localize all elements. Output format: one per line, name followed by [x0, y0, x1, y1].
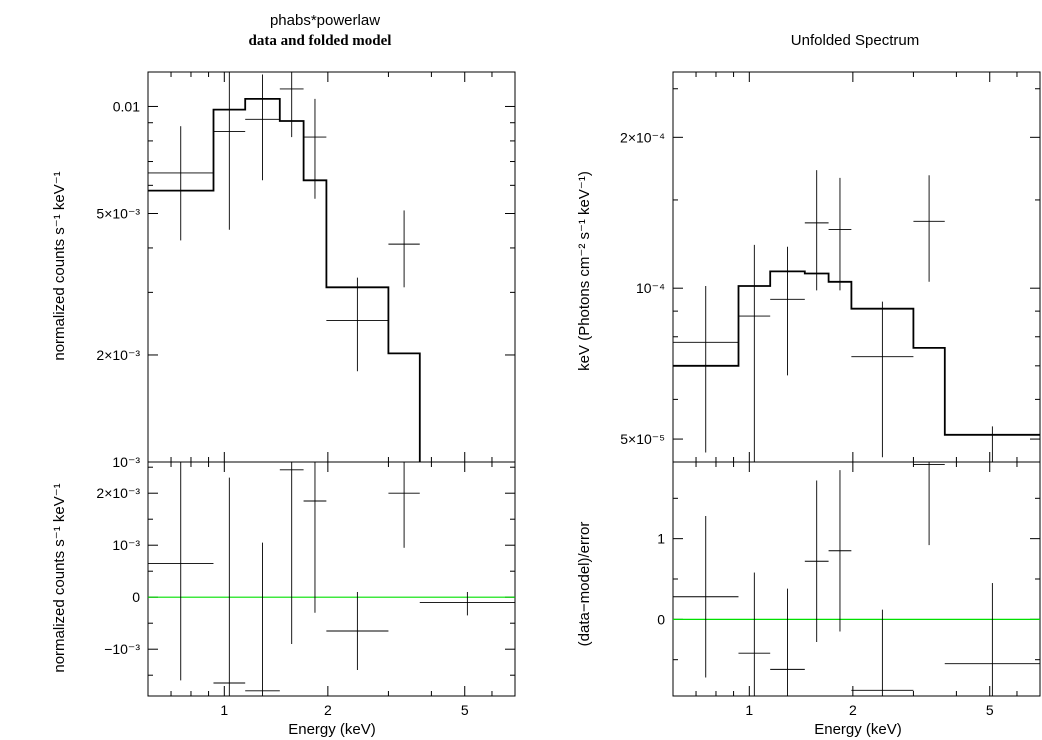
- left-top-data-point: [148, 126, 214, 241]
- right-x-axis-label: Energy (keV): [814, 721, 902, 738]
- right-bottom-data-point: [738, 572, 771, 696]
- right-top-data-point: [913, 175, 945, 282]
- right-bottom-data-point: [828, 470, 852, 632]
- left-bottom-y-tick-label: 0: [132, 589, 140, 605]
- left-bottom-data-point: [148, 462, 214, 681]
- left-top-panel: 0.01 5×10⁻³ 2×10⁻³ 10⁻³: [96, 71, 516, 470]
- right-bottom-y-tick-label: 0: [657, 611, 665, 627]
- right-bottom-y-tick-label: 1: [657, 531, 665, 547]
- right-top-data-point: [770, 246, 805, 376]
- right-top-frame: [672, 71, 1041, 463]
- left-top-data-point: [303, 98, 327, 199]
- left-chart-subtitle: data and folded model: [249, 33, 392, 49]
- right-bottom-frame: [672, 461, 1041, 697]
- right-bottom-panel: 1 2 5 1 0: [657, 461, 1041, 718]
- left-top-frame: [147, 71, 516, 463]
- left-bottom-x-tick-label: 2: [324, 702, 332, 718]
- left-top-data-point: [279, 72, 304, 138]
- left-top-y-tick-label: 0.01: [113, 98, 140, 114]
- right-top-y-tick-label: 10⁻⁴: [636, 280, 665, 296]
- left-bottom-data-point: [303, 462, 327, 613]
- left-bottom-panel: 1 2 5 2×10⁻³ 10⁻³ 0 −10⁻³: [96, 461, 516, 718]
- right-bottom-x-tick-label: 5: [986, 702, 994, 718]
- left-top-y-axis-label: normalized counts s⁻¹ keV⁻¹: [51, 171, 68, 360]
- right-top-data-point: [804, 170, 829, 291]
- left-bottom-x-tick-label: 5: [461, 702, 469, 718]
- left-x-axis-label: Energy (keV): [288, 721, 376, 738]
- left-top-y-tick-label: 5×10⁻³: [96, 205, 140, 221]
- left-top-data-point: [213, 72, 246, 230]
- right-bottom-data-point: [673, 516, 739, 678]
- left-top-y-tick-label: 2×10⁻³: [96, 347, 140, 363]
- right-top-data-point: [851, 301, 914, 458]
- left-top-y-tick-label: 10⁻³: [112, 454, 140, 470]
- right-top-y-tick-label: 5×10⁻⁵: [620, 431, 665, 447]
- right-bottom-data-point: [913, 462, 945, 546]
- left-bottom-y-axis-label: normalized counts s⁻¹ keV⁻¹: [51, 483, 68, 672]
- left-top-model-line: [148, 98, 421, 462]
- left-top-data-point: [326, 277, 389, 372]
- right-bottom-data-point: [944, 583, 1040, 696]
- right-bottom-data-point: [804, 480, 829, 642]
- left-top-data-point: [245, 74, 280, 181]
- right-bottom-x-tick-label: 2: [849, 702, 857, 718]
- right-top-data-point: [673, 286, 739, 453]
- left-bottom-data-point: [245, 542, 280, 696]
- right-bottom-x-tick-label: 1: [745, 702, 753, 718]
- left-bottom-frame: [147, 461, 516, 697]
- left-top-data-point: [388, 210, 420, 288]
- right-chart-title: Unfolded Spectrum: [791, 32, 919, 49]
- left-chart-title: phabs*powerlaw: [270, 12, 380, 29]
- left-bottom-x-tick-label: 1: [220, 702, 228, 718]
- left-bottom-y-tick-label: 10⁻³: [112, 537, 140, 553]
- left-bottom-y-tick-label: 2×10⁻³: [96, 485, 140, 501]
- right-top-panel: 2×10⁻⁴ 10⁻⁴ 5×10⁻⁵: [620, 71, 1041, 463]
- right-bottom-data-point: [851, 609, 914, 696]
- left-bottom-y-tick-label: −10⁻³: [104, 641, 140, 657]
- left-bottom-data-point: [213, 477, 246, 696]
- left-bottom-data-point: [419, 592, 515, 616]
- right-top-y-tick-label: 2×10⁻⁴: [620, 129, 665, 145]
- left-bottom-data-point: [388, 462, 420, 548]
- left-bottom-data-point: [326, 592, 389, 670]
- right-top-data-point: [738, 244, 771, 462]
- right-top-data-point: [828, 177, 852, 291]
- right-top-y-axis-label: keV (Photons cm⁻² s⁻¹ keV⁻¹): [576, 171, 593, 371]
- left-bottom-data-point: [279, 462, 304, 644]
- right-bottom-y-axis-label: (data−model)/error: [576, 522, 593, 647]
- right-top-model-line: [673, 270, 1040, 436]
- right-bottom-data-point: [770, 588, 805, 696]
